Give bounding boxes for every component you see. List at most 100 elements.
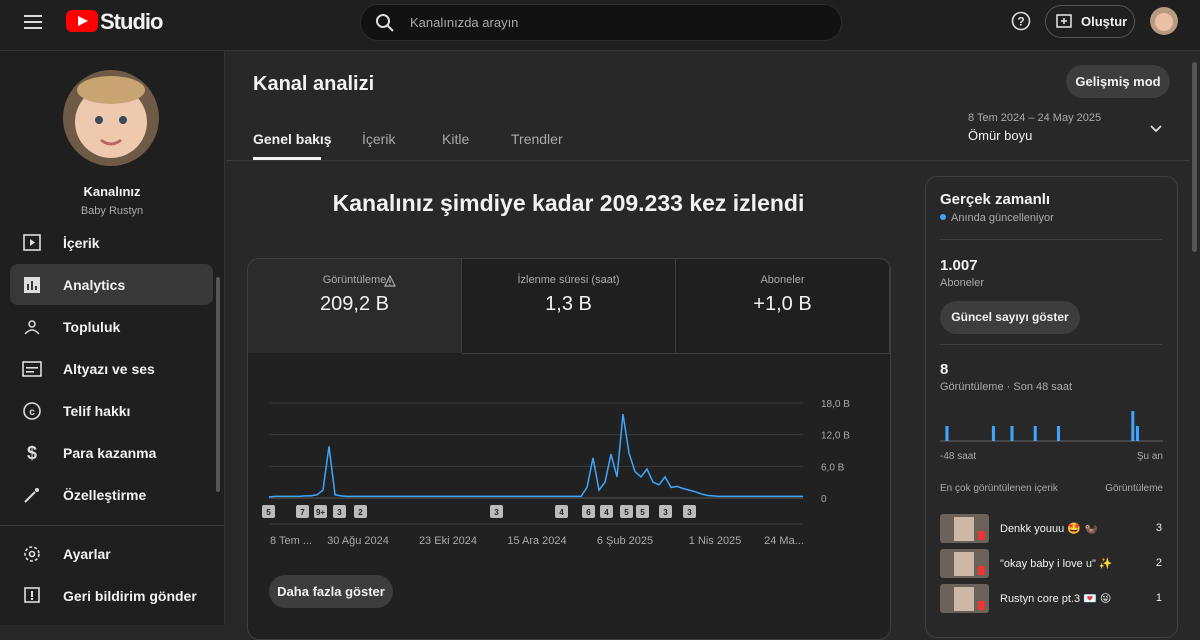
- account-avatar[interactable]: [1150, 7, 1178, 35]
- tab[interactable]: Genel bakış: [253, 131, 332, 147]
- advanced-mode-button[interactable]: Gelişmiş mod: [1066, 65, 1170, 98]
- marker-label: 7: [300, 508, 305, 517]
- top-views: 2: [1155, 557, 1162, 569]
- x-tick-label: 24 Ma...: [764, 535, 804, 547]
- metric-tab[interactable]: Aboneler +1,0 B: [676, 259, 890, 354]
- y-tick-label: 12,0 B: [821, 431, 850, 442]
- publish-marker[interactable]: [636, 505, 649, 518]
- publish-marker[interactable]: [683, 505, 696, 518]
- scrollbar[interactable]: [216, 277, 220, 492]
- metric-value: 209,2 B: [320, 293, 389, 315]
- publish-marker[interactable]: [620, 505, 633, 518]
- dropdown-icon[interactable]: [1149, 124, 1163, 134]
- show-count-button[interactable]: Güncel sayıyı göster: [940, 301, 1080, 334]
- marker-label: 5: [624, 508, 629, 517]
- metric-tab[interactable]: İzlenme süresi (saat) 1,3 B: [462, 259, 676, 354]
- nav-label: Ayarlar: [63, 546, 111, 562]
- y-tick-label: 6,0 B: [821, 462, 845, 473]
- search-box[interactable]: Kanalınızda arayın: [360, 4, 842, 41]
- nav-item[interactable]: Analytics: [10, 264, 213, 305]
- search-placeholder: Kanalınızda arayın: [410, 15, 519, 30]
- publish-marker[interactable]: [600, 505, 613, 518]
- axis-label: Şu an: [1137, 451, 1163, 462]
- nav-label: Telif hakkı: [63, 403, 131, 419]
- publish-marker[interactable]: [314, 505, 327, 518]
- bar: [945, 426, 949, 441]
- bar: [1056, 426, 1060, 441]
- bar: [1135, 426, 1139, 441]
- period[interactable]: Ömür boyu: [968, 128, 1033, 143]
- metric-tab[interactable]: Görüntüleme 209,2 B: [248, 259, 462, 353]
- marker-label: 4: [604, 508, 609, 517]
- nav-item[interactable]: İçerik: [10, 222, 213, 263]
- nav-item[interactable]: Özelleştirme: [10, 474, 213, 515]
- menu-icon[interactable]: [24, 14, 44, 30]
- axis-label: -48 saat: [940, 451, 976, 462]
- publish-marker[interactable]: [262, 505, 275, 518]
- nav-icon: [24, 277, 40, 293]
- tab-underline: [253, 157, 321, 160]
- create-icon: [1056, 14, 1072, 28]
- publish-marker[interactable]: [296, 505, 309, 518]
- publish-marker[interactable]: [354, 505, 367, 518]
- help-icon[interactable]: ?: [1011, 11, 1031, 31]
- nav-label: İçerik: [63, 235, 100, 251]
- top-item[interactable]: Rustyn core pt.3 💌 😜 1: [940, 584, 1162, 614]
- nav-icon: $: [27, 443, 37, 463]
- thumbnail: [940, 514, 989, 543]
- logo-text[interactable]: Studio: [100, 9, 163, 34]
- publish-marker[interactable]: [333, 505, 346, 518]
- views-chart: 0 6,0 B 12,0 B 18,0 B 5 7 9+ 3 2 3 4 6 4 5 5 3 3 8 Tem ..…: [262, 399, 850, 547]
- tab[interactable]: Trendler: [511, 131, 563, 147]
- headline: Kanalınız şimdiye kadar 209.233 kez izle…: [332, 190, 805, 216]
- x-tick-label: 8 Tem ...: [270, 535, 312, 547]
- realtime-card: Gerçek zamanlı Anında güncelleniyor 1.00…: [925, 176, 1178, 638]
- nav-icon: [24, 488, 39, 503]
- top-title: Rustyn core pt.3 💌 😜: [1000, 593, 1112, 605]
- nav-item[interactable]: c Telif hakkı: [10, 390, 213, 431]
- tab[interactable]: İçerik: [362, 131, 396, 147]
- top-title: Denkk youuu 🤩 🦦: [1000, 523, 1098, 535]
- x-tick-label: 23 Eki 2024: [419, 535, 477, 547]
- nav-item[interactable]: Altyazı ve ses: [10, 348, 213, 389]
- svg-text:?: ?: [1017, 15, 1024, 29]
- top-item[interactable]: Denkk youuu 🤩 🦦 3: [940, 514, 1162, 544]
- warning-icon: [384, 275, 396, 287]
- page-scrollbar[interactable]: [1192, 62, 1197, 252]
- nav-item[interactable]: Ayarlar: [10, 533, 213, 574]
- metrics-card: Görüntüleme 209,2 B İzlenme süresi (saat) 1…: [247, 258, 891, 640]
- channel-avatar[interactable]: [63, 70, 159, 166]
- metric-value: +1,0 B: [753, 293, 812, 315]
- top-item[interactable]: "okay baby i love u" ✨ 2: [940, 549, 1162, 579]
- channel-title: Kanalınız: [83, 184, 141, 199]
- tab[interactable]: Kitle: [442, 131, 470, 147]
- subscriber-label: Aboneler: [940, 277, 985, 289]
- publish-marker[interactable]: [490, 505, 503, 518]
- nav-item[interactable]: Topluluk: [10, 306, 213, 347]
- top-column: Görüntüleme: [1105, 483, 1163, 494]
- nav-icon: [22, 361, 42, 377]
- nav-item[interactable]: Geri bildirim gönder: [10, 575, 213, 616]
- nav-icon: [24, 587, 40, 603]
- publish-marker[interactable]: [582, 505, 595, 518]
- show-more-button[interactable]: Daha fazla göster: [269, 575, 393, 608]
- marker-label: 9+: [316, 508, 325, 517]
- y-tick-label: 18,0 B: [821, 399, 850, 410]
- x-tick-label: 30 Ağu 2024: [327, 535, 389, 547]
- metric-label: Aboneler: [760, 274, 805, 286]
- realtime-bars: -48 saat Şu an: [940, 411, 1163, 462]
- marker-label: 4: [559, 508, 564, 517]
- publish-marker[interactable]: [555, 505, 568, 518]
- x-tick-label: 15 Ara 2024: [507, 535, 566, 547]
- page-title: Kanal analizi: [253, 73, 375, 95]
- marker-label: 2: [358, 508, 363, 517]
- marker-label: 5: [266, 508, 271, 517]
- publish-marker[interactable]: [659, 505, 672, 518]
- create-button[interactable]: Oluştur: [1045, 5, 1135, 38]
- realtime-subtitle: Anında güncelleniyor: [951, 212, 1054, 224]
- bar: [1010, 426, 1014, 441]
- svg-text:c: c: [29, 407, 35, 418]
- thumbnail: [940, 549, 989, 578]
- metric-label: İzlenme süresi (saat): [517, 274, 620, 286]
- nav-item[interactable]: $ Para kazanma: [10, 432, 213, 473]
